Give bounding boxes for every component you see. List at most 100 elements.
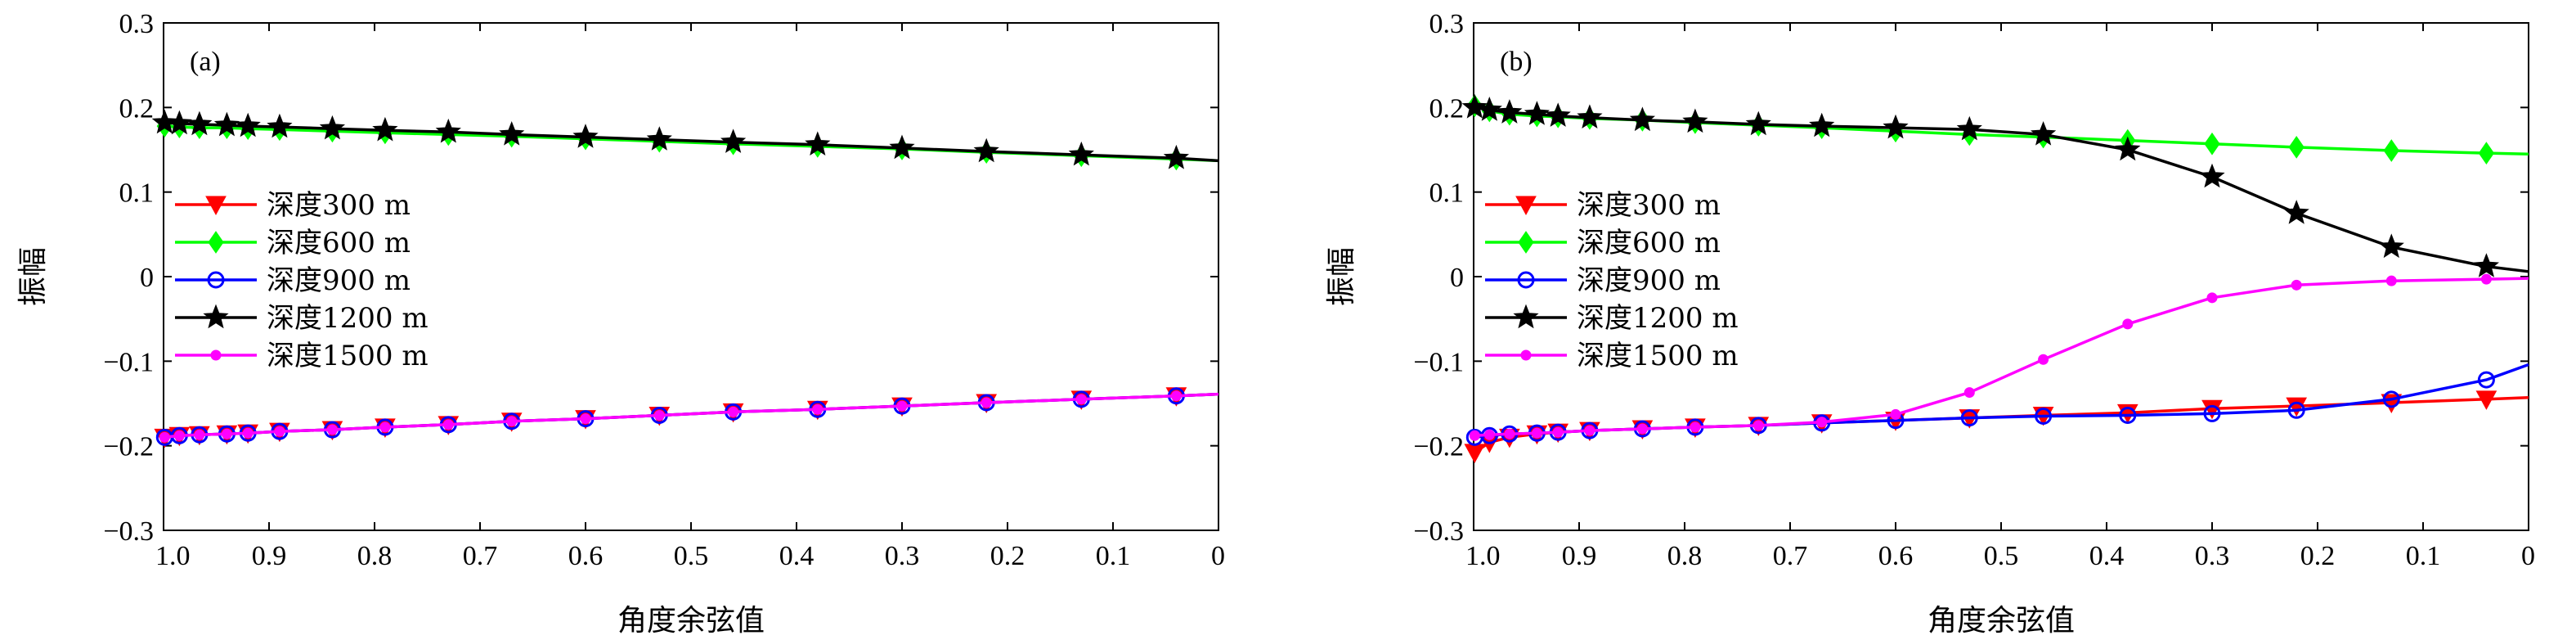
legend-label-2: 深度900 m [1577,264,1721,297]
legend-label-0: 深度300 m [267,189,411,222]
data-point-s4-9 [1816,417,1828,428]
data-point-s2-16 [2382,390,2400,408]
x-tick-label: 0.6 [568,541,604,571]
x-tick-label: 0 [1211,541,1225,571]
data-point-s3-5 [1577,104,1603,129]
data-point-s3-9 [499,121,525,146]
data-point-s3-2 [1497,99,1523,124]
data-point-s3-0 [151,109,177,134]
data-point-s4-2 [1504,428,1515,439]
data-point-s3-6 [319,115,346,140]
data-point-s3-0 [1461,93,1488,119]
y-tick-label: −0.2 [103,432,154,462]
data-point-s2-13 [2119,406,2137,424]
legend-marker-1 [208,231,224,254]
data-point-s1-14 [2204,132,2220,155]
y-axis-label: 振幅 [1325,247,1358,306]
legend-marker-3 [203,304,229,329]
data-point-s4-3 [221,428,232,439]
data-point-s3-13 [2115,136,2141,161]
data-point-s3-2 [186,110,213,136]
data-point-s1-16 [2383,139,2399,162]
legend-marker-1 [1518,231,1534,254]
legend-marker-2 [1517,271,1535,289]
data-point-s1-15 [2288,136,2304,159]
y-tick-label: −0.1 [1413,347,1464,377]
legend-marker-4 [210,349,222,361]
series-line-0 [1474,396,2529,454]
data-point-s4-15 [2291,279,2302,291]
data-point-s2-14 [2203,404,2221,422]
x-tick-label: 1.0 [1465,541,1501,571]
legend-label-3: 深度1200 m [267,302,429,335]
legend-marker-4 [1520,349,1532,361]
data-point-s1-17 [2478,142,2495,165]
data-point-s2-17 [2477,371,2495,389]
data-point-s4-15 [981,397,992,408]
data-point-s3-1 [166,110,192,135]
x-tick-label: 0.5 [674,541,709,571]
x-tick-label: 0.4 [2089,541,2125,571]
data-point-s3-7 [1682,108,1708,133]
data-point-s4-8 [1752,420,1764,431]
data-point-s4-17 [1170,390,1182,402]
data-point-s3-5 [267,113,293,138]
data-point-s3-7 [372,116,398,142]
y-tick-label: 0.3 [119,9,155,39]
y-tick-label: 0 [1450,263,1464,293]
panel-label: (a) [190,47,221,77]
x-tick-label: 0.6 [1878,541,1914,571]
x-tick-label: 0.7 [1773,541,1808,571]
data-point-s4-14 [2206,292,2218,304]
data-point-s4-0 [1469,430,1480,441]
y-tick-label: 0.3 [1429,9,1465,39]
y-tick-label: −0.1 [103,347,154,377]
y-tick-label: −0.3 [1413,516,1464,547]
y-axis-label: 振幅 [16,247,50,306]
data-point-s4-2 [194,429,205,440]
x-tick-label: 0.9 [252,541,287,571]
y-tick-label: −0.3 [103,516,154,547]
data-point-s4-5 [274,426,285,437]
data-point-s2-12 [2035,408,2053,425]
data-point-s3-14 [889,134,915,160]
data-point-s3-10 [1883,114,1909,139]
data-point-s4-16 [2385,275,2397,286]
data-point-s4-7 [1690,421,1701,433]
x-tick-label: 0.9 [1562,541,1597,571]
data-point-s4-1 [1483,429,1495,440]
data-point-s4-9 [506,416,518,427]
y-tick-label: 0 [140,263,154,293]
panel-label: (b) [1500,47,1533,77]
legend-marker-0 [1515,196,1537,216]
data-point-s3-14 [2199,163,2225,188]
data-point-s3-9 [1809,112,1835,137]
legend-marker-0 [205,196,227,216]
x-tick-label: 0.5 [1984,541,2019,571]
data-point-s3-12 [2030,121,2057,146]
data-point-s4-13 [2122,318,2134,330]
x-tick-label: 0.3 [885,541,920,571]
data-point-s4-6 [326,424,338,435]
data-point-s4-6 [1636,423,1648,435]
legend-marker-3 [1513,304,1539,329]
series-line-3 [164,121,1219,163]
legend-label-4: 深度1500 m [267,340,429,372]
data-point-s3-4 [1545,102,1571,127]
x-axis-label: 角度余弦值 [1928,604,2075,638]
data-point-s3-15 [2283,200,2309,224]
data-point-s3-15 [973,137,999,163]
data-point-s4-17 [2480,273,2492,285]
data-point-s4-16 [1075,394,1087,405]
x-tick-label: 0.1 [2406,541,2441,571]
data-point-s4-10 [1890,408,1901,420]
y-tick-label: −0.2 [1413,432,1464,462]
data-point-s4-4 [1552,426,1564,438]
data-point-s4-14 [896,400,908,412]
x-tick-label: 0 [2521,541,2535,571]
data-point-s4-4 [242,427,254,439]
data-point-s2-11 [1960,409,1978,427]
data-point-s4-5 [1584,425,1595,436]
data-point-s3-16 [2378,233,2404,259]
